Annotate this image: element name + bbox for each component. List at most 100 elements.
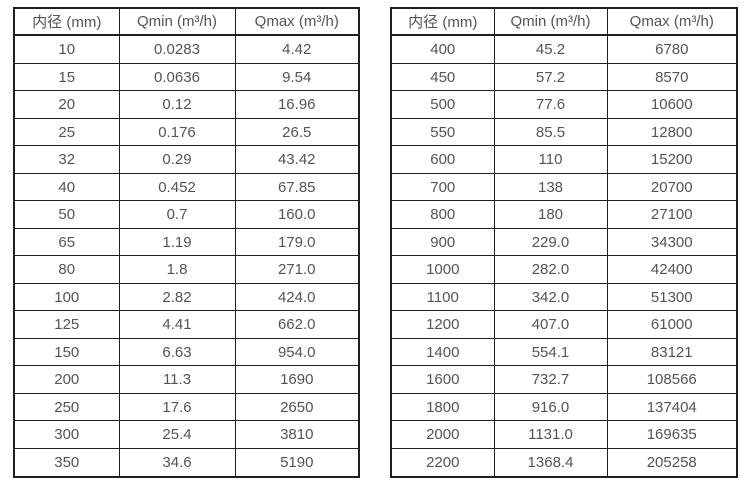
cell-qmin: 6.63	[118, 337, 236, 367]
cell-qmax: 15200	[606, 145, 738, 174]
cell-diameter: 2000	[390, 420, 495, 449]
cell-qmin: 0.0636	[118, 62, 236, 92]
table-row: 2200 1368.4 205258	[390, 448, 738, 478]
table-row: 500 77.6 10600	[390, 90, 738, 119]
cell-diameter: 1600	[390, 365, 495, 394]
cell-qmax: 179.0	[234, 227, 360, 257]
cell-qmax: 5190	[234, 448, 360, 478]
flow-table-small-diameters: 内径 (mm) Qmin (m³/h) Qmax (m³/h) 10 0.0283 4.…	[13, 7, 360, 478]
cell-qmax: 20700	[606, 172, 738, 202]
cell-diameter: 32	[13, 145, 120, 174]
cell-qmin: 0.12	[118, 90, 236, 119]
cell-qmax: 6780	[606, 34, 738, 64]
table-row: 700 138 20700	[390, 172, 738, 202]
cell-diameter: 450	[390, 62, 495, 92]
cell-qmin: 0.452	[118, 172, 236, 202]
cell-qmin: 77.6	[493, 90, 608, 119]
cell-diameter: 200	[13, 365, 120, 394]
cell-qmin: 11.3	[118, 365, 236, 394]
cell-diameter: 80	[13, 255, 120, 284]
cell-qmax: 424.0	[234, 282, 360, 312]
cell-diameter: 600	[390, 145, 495, 174]
cell-qmax: 271.0	[234, 255, 360, 284]
table-row: 1600 732.7 108566	[390, 365, 738, 394]
table-row: 1200 407.0 61000	[390, 310, 738, 339]
cell-qmin: 45.2	[493, 34, 608, 64]
cell-qmax: 160.0	[234, 200, 360, 229]
col-header-qmax: Qmax (m³/h)	[606, 7, 738, 36]
cell-qmin: 85.5	[493, 117, 608, 147]
cell-qmin: 229.0	[493, 227, 608, 257]
table-row: 800 180 27100	[390, 200, 738, 229]
cell-diameter: 1800	[390, 392, 495, 422]
cell-qmax: 1690	[234, 365, 360, 394]
table-row: 2000 1131.0 169635	[390, 420, 738, 449]
table-row: 1000 282.0 42400	[390, 255, 738, 284]
cell-qmin: 1368.4	[493, 448, 608, 478]
table-row: 400 45.2 6780	[390, 34, 738, 64]
table-row: 125 4.41 662.0	[13, 310, 360, 339]
cell-diameter: 900	[390, 227, 495, 257]
cell-diameter: 400	[390, 34, 495, 64]
cell-qmin: 0.0283	[118, 34, 236, 64]
cell-qmin: 1.19	[118, 227, 236, 257]
table-row: 300 25.4 3810	[13, 420, 360, 449]
cell-qmin: 57.2	[493, 62, 608, 92]
table-row: 550 85.5 12800	[390, 117, 738, 147]
cell-diameter: 25	[13, 117, 120, 147]
cell-qmax: 26.5	[234, 117, 360, 147]
cell-diameter: 10	[13, 34, 120, 64]
table-row: 450 57.2 8570	[390, 62, 738, 92]
table-body: 10 0.0283 4.42 15 0.0636 9.54 20 0.12 16.96 25 0.1…	[13, 34, 360, 478]
cell-qmin: 407.0	[493, 310, 608, 339]
flow-table-large-diameters: 内径 (mm) Qmin (m³/h) Qmax (m³/h) 400 45.2 678…	[390, 7, 738, 478]
table-row: 10 0.0283 4.42	[13, 34, 360, 64]
table-row: 20 0.12 16.96	[13, 90, 360, 119]
cell-qmin: 110	[493, 145, 608, 174]
cell-diameter: 15	[13, 62, 120, 92]
table-row: 350 34.6 5190	[13, 448, 360, 478]
table-row: 1100 342.0 51300	[390, 282, 738, 312]
cell-diameter: 100	[13, 282, 120, 312]
cell-qmax: 4.42	[234, 34, 360, 64]
cell-diameter: 800	[390, 200, 495, 229]
col-header-qmax: Qmax (m³/h)	[234, 7, 360, 36]
table-row: 200 11.3 1690	[13, 365, 360, 394]
cell-diameter: 1200	[390, 310, 495, 339]
table-row: 40 0.452 67.85	[13, 172, 360, 202]
table-row: 65 1.19 179.0	[13, 227, 360, 257]
cell-diameter: 700	[390, 172, 495, 202]
cell-qmax: 2650	[234, 392, 360, 422]
cell-qmax: 10600	[606, 90, 738, 119]
cell-qmin: 342.0	[493, 282, 608, 312]
col-header-diameter: 内径 (mm)	[13, 7, 120, 36]
cell-qmax: 169635	[606, 420, 738, 449]
cell-diameter: 350	[13, 448, 120, 478]
cell-qmin: 17.6	[118, 392, 236, 422]
cell-qmin: 25.4	[118, 420, 236, 449]
table-row: 100 2.82 424.0	[13, 282, 360, 312]
cell-qmax: 43.42	[234, 145, 360, 174]
table-row: 150 6.63 954.0	[13, 337, 360, 367]
cell-diameter: 125	[13, 310, 120, 339]
table-row: 80 1.8 271.0	[13, 255, 360, 284]
cell-diameter: 500	[390, 90, 495, 119]
cell-qmin: 0.7	[118, 200, 236, 229]
cell-qmin: 732.7	[493, 365, 608, 394]
cell-qmax: 16.96	[234, 90, 360, 119]
col-header-qmin: Qmin (m³/h)	[118, 7, 236, 36]
cell-diameter: 1000	[390, 255, 495, 284]
cell-qmin: 0.29	[118, 145, 236, 174]
cell-qmin: 138	[493, 172, 608, 202]
cell-qmax: 3810	[234, 420, 360, 449]
cell-qmax: 662.0	[234, 310, 360, 339]
cell-diameter: 150	[13, 337, 120, 367]
table-header: 内径 (mm) Qmin (m³/h) Qmax (m³/h)	[13, 7, 360, 36]
cell-qmin: 282.0	[493, 255, 608, 284]
cell-qmax: 67.85	[234, 172, 360, 202]
cell-qmax: 27100	[606, 200, 738, 229]
cell-diameter: 300	[13, 420, 120, 449]
cell-qmin: 1131.0	[493, 420, 608, 449]
cell-qmin: 180	[493, 200, 608, 229]
